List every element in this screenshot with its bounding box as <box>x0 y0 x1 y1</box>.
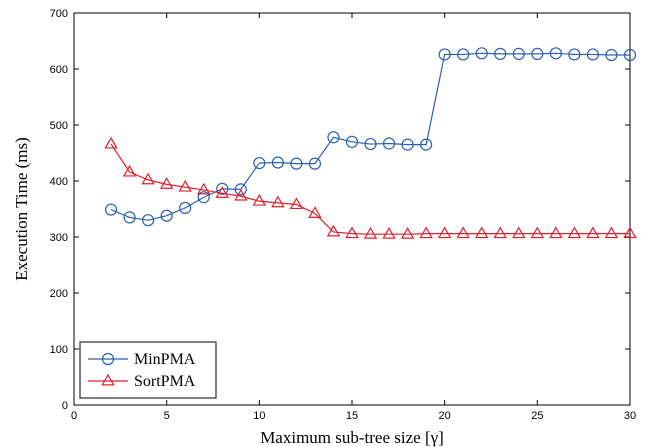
data-point-sortpma <box>122 164 137 177</box>
data-point-sortpma <box>623 226 637 239</box>
data-point-minpma <box>475 47 488 60</box>
data-point-minpma <box>216 182 229 195</box>
data-point-sortpma <box>289 197 304 210</box>
y-axis-title: Execution Time (ms) <box>12 137 31 281</box>
x-tick-label: 10 <box>253 410 265 422</box>
legend-marker-sortpma <box>101 373 115 386</box>
data-point-sortpma <box>586 226 600 239</box>
x-tick-label: 25 <box>531 410 543 422</box>
data-point-sortpma <box>419 226 433 239</box>
data-point-sortpma <box>178 179 192 192</box>
data-point-sortpma <box>159 177 174 189</box>
data-point-minpma <box>123 211 136 224</box>
data-point-sortpma <box>252 193 267 206</box>
series-line-minpma <box>110 52 630 221</box>
series-minpma <box>104 47 637 227</box>
data-point-minpma <box>549 47 562 60</box>
y-tick-label: 600 <box>50 64 68 76</box>
data-point-sortpma <box>512 226 526 239</box>
data-point-minpma <box>179 201 192 214</box>
x-tick-label: 30 <box>624 410 636 422</box>
data-point-sortpma <box>363 226 378 239</box>
y-tick-label: 200 <box>50 288 68 300</box>
data-point-sortpma <box>456 226 470 239</box>
data-point-minpma <box>623 48 637 62</box>
data-point-minpma <box>364 137 377 151</box>
y-tick-label: 0 <box>62 400 68 412</box>
data-point-minpma <box>512 47 525 60</box>
data-point-sortpma <box>604 226 619 239</box>
data-point-sortpma <box>493 226 508 239</box>
data-point-minpma <box>327 131 340 144</box>
series-line-sortpma <box>110 143 630 235</box>
data-point-minpma <box>234 183 247 196</box>
y-tick-label: 100 <box>50 344 68 356</box>
x-tick-label: 15 <box>346 410 358 422</box>
data-point-sortpma <box>196 182 211 195</box>
data-point-sortpma <box>345 226 359 239</box>
legend-box <box>79 341 217 399</box>
data-point-minpma <box>345 135 359 148</box>
data-point-minpma <box>531 47 544 60</box>
data-point-minpma <box>568 48 581 61</box>
data-point-sortpma <box>104 136 118 149</box>
data-point-sortpma <box>400 226 415 239</box>
data-point-minpma <box>401 138 414 151</box>
data-point-minpma <box>586 48 600 61</box>
data-point-minpma <box>420 138 433 151</box>
data-point-minpma <box>271 156 284 169</box>
legend-label-sortpma: SortPMA <box>134 373 196 390</box>
data-point-minpma <box>104 203 118 216</box>
legend-label-minpma: MinPMA <box>134 351 196 368</box>
series-layer <box>104 47 637 239</box>
data-point-sortpma <box>437 226 452 239</box>
data-point-sortpma <box>308 206 322 218</box>
data-point-minpma <box>438 48 451 61</box>
series-sortpma <box>104 136 637 239</box>
x-tick-label: 5 <box>164 410 170 422</box>
data-point-sortpma <box>549 226 563 239</box>
data-point-minpma <box>494 47 507 60</box>
y-tick-label: 300 <box>50 232 68 244</box>
legend: MinPMA SortPMA <box>79 341 217 399</box>
x-tick-label: 20 <box>439 410 451 422</box>
data-point-sortpma <box>234 188 248 201</box>
data-point-minpma <box>142 214 155 227</box>
data-point-minpma <box>308 157 322 170</box>
data-point-minpma <box>253 156 266 170</box>
data-point-sortpma <box>141 172 155 185</box>
x-tick-label: 0 <box>71 410 77 422</box>
data-point-sortpma <box>474 226 489 239</box>
data-point-sortpma <box>382 226 396 239</box>
data-point-sortpma <box>530 226 545 239</box>
data-point-minpma <box>605 48 618 62</box>
x-axis-title: Maximum sub-tree size [γ] <box>260 428 444 447</box>
data-point-minpma <box>382 137 396 150</box>
data-point-minpma <box>160 209 173 222</box>
data-point-sortpma <box>215 186 230 198</box>
data-point-minpma <box>197 191 210 204</box>
data-point-minpma <box>290 157 303 170</box>
data-point-sortpma <box>271 195 285 208</box>
data-point-sortpma <box>326 224 341 237</box>
legend-marker-minpma <box>101 352 115 366</box>
y-tick-label: 700 <box>50 8 68 20</box>
data-point-minpma <box>457 48 470 61</box>
y-tick-label: 400 <box>50 176 68 188</box>
data-point-sortpma <box>567 226 582 239</box>
y-tick-label: 500 <box>50 120 68 132</box>
